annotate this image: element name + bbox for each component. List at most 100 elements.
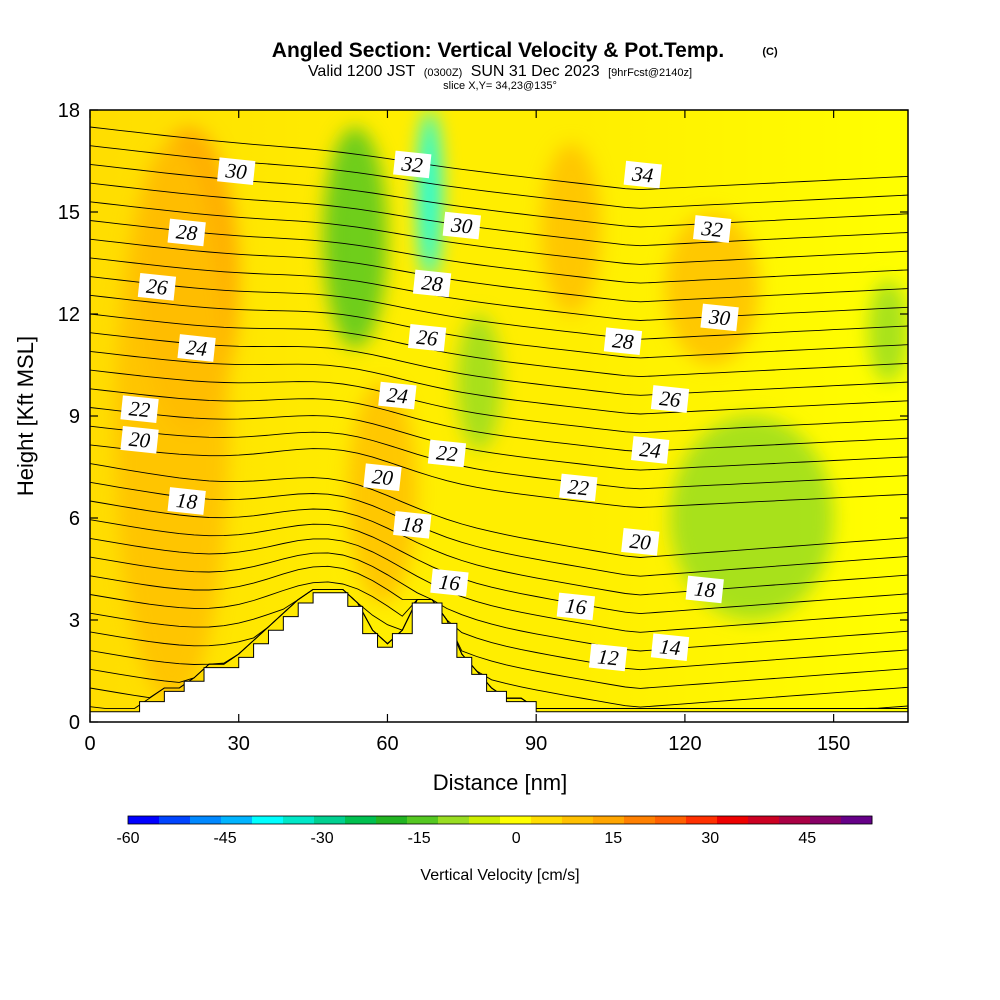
- colorbar-swatch: [624, 816, 656, 824]
- colorbar-swatch: [562, 816, 594, 824]
- contour-label-text: 24: [185, 335, 209, 361]
- isentrope-line: [90, 444, 908, 508]
- contour-label: 30: [700, 303, 739, 332]
- contour-label-text: 22: [128, 396, 152, 422]
- x-tick-label: 0: [84, 733, 95, 755]
- colorbar-swatch: [128, 816, 160, 824]
- contour-label: 30: [217, 157, 256, 186]
- contour-label: 14: [650, 633, 690, 662]
- contour-label-text: 24: [386, 383, 410, 409]
- isentrope-line: [90, 350, 908, 415]
- contour-label-text: 18: [693, 576, 717, 602]
- velocity-region-downdraft: [417, 110, 442, 280]
- colorbar-tick-label: 0: [512, 830, 521, 847]
- contour-label: 18: [167, 487, 206, 515]
- contour-label-text: 30: [224, 158, 249, 184]
- contour-label-text: 28: [175, 219, 199, 245]
- contour-label: 18: [685, 575, 724, 604]
- isentrope-line: [90, 332, 908, 396]
- x-axis-ticks: 0 30 60 90 120 150: [84, 110, 850, 755]
- contour-label-box: [120, 425, 159, 454]
- contour-label-box: [623, 160, 662, 189]
- contour-label: 12: [588, 643, 628, 672]
- contour-label-text: 12: [596, 644, 620, 670]
- contour-label: 32: [693, 215, 732, 243]
- x-tick-label: 60: [376, 733, 398, 755]
- colorbar-swatch: [314, 816, 346, 824]
- isentrope-line: [90, 481, 908, 577]
- contour-label-text: 18: [401, 512, 425, 538]
- contour-label-box: [407, 323, 447, 352]
- contour-label-text: 20: [128, 427, 152, 453]
- contour-label-text: 32: [400, 151, 425, 177]
- contour-label: 34: [623, 160, 662, 189]
- isentrope-line: [90, 201, 908, 265]
- colorbar-swatch: [500, 816, 532, 824]
- colorbar-swatch: [686, 816, 718, 824]
- contour-label-box: [700, 303, 739, 332]
- y-tick-label: 3: [69, 610, 80, 632]
- contour-label: 18: [393, 510, 432, 539]
- contour-label-box: [363, 463, 402, 492]
- isentrope-line: [90, 220, 908, 284]
- velocity-region-downdraft: [868, 280, 908, 382]
- colorbar-ticks: -60 -45 -30 -15 0 15 30 45: [116, 830, 816, 847]
- contour-label: 16: [556, 592, 595, 621]
- contour-label-text: 22: [567, 474, 591, 500]
- contour-label: 28: [412, 269, 452, 298]
- contour-label-box: [167, 218, 206, 247]
- colorbar-swatch: [345, 816, 377, 824]
- copyright-mark: (C): [762, 46, 778, 58]
- slice-note: slice X,Y= 34,23@135°: [443, 80, 557, 92]
- contour-label: 28: [603, 327, 643, 356]
- velocity-region-downdraft: [456, 314, 502, 450]
- contour-label-text: 26: [658, 386, 682, 412]
- contour-label-text: 28: [611, 328, 635, 354]
- isentrope-line: [90, 552, 908, 652]
- contour-label-box: [685, 575, 724, 604]
- contour-label-text: 18: [175, 488, 199, 514]
- isentrope-line: [90, 500, 908, 596]
- isentrope-line: [90, 276, 908, 340]
- subtitle-date: SUN 31 Dec 2023: [471, 63, 600, 80]
- colorbar-swatch: [779, 816, 811, 824]
- contour-label: 22: [120, 395, 159, 424]
- y-tick-label: 0: [69, 712, 80, 734]
- contour-label-box: [621, 527, 660, 556]
- contour-label-box: [167, 487, 206, 515]
- isentrope-line: [90, 425, 908, 490]
- contour-label-text: 20: [371, 464, 395, 490]
- colorbar-tick-label: 45: [798, 830, 816, 847]
- contour-label-box: [631, 436, 670, 464]
- isentrope-line: [90, 257, 908, 321]
- colorbar-swatch: [190, 816, 222, 824]
- contour-label-text: 16: [438, 570, 462, 596]
- contour-label-text: 32: [699, 216, 724, 242]
- chart-title: Angled Section: Vertical Velocity & Pot.…: [272, 39, 724, 62]
- colorbar-swatch: [531, 816, 563, 824]
- contour-label: 24: [177, 334, 216, 362]
- chart-subtitle: Valid 1200 JST (0300Z) SUN 31 Dec 2023 […: [308, 63, 692, 80]
- isentrope-line: [90, 463, 908, 558]
- colorbar-swatch: [407, 816, 439, 824]
- isentrope-line: [90, 565, 908, 671]
- contour-label: 20: [363, 463, 402, 492]
- isentrope-line: [90, 238, 908, 303]
- isentrope-line: [90, 369, 908, 434]
- contour-label: 16: [430, 568, 469, 597]
- contour-label-box: [693, 215, 732, 243]
- x-axis-label: Distance [nm]: [433, 770, 568, 795]
- subtitle-utc: (0300Z): [424, 67, 463, 79]
- colorbar: [127, 815, 873, 825]
- colorbar-tick-label: 30: [701, 830, 719, 847]
- colorbar-swatch: [593, 816, 625, 824]
- isentrope-line: [90, 388, 908, 452]
- contour-label-text: 24: [639, 437, 663, 463]
- contour-label-box: [588, 643, 628, 672]
- colorbar-tick-label: 15: [604, 830, 622, 847]
- isentrope-line: [90, 588, 908, 708]
- colorbar-swatch: [252, 816, 284, 824]
- terrain-profile: [90, 592, 908, 722]
- y-tick-label: 18: [58, 100, 80, 122]
- contour-label: 22: [559, 473, 598, 502]
